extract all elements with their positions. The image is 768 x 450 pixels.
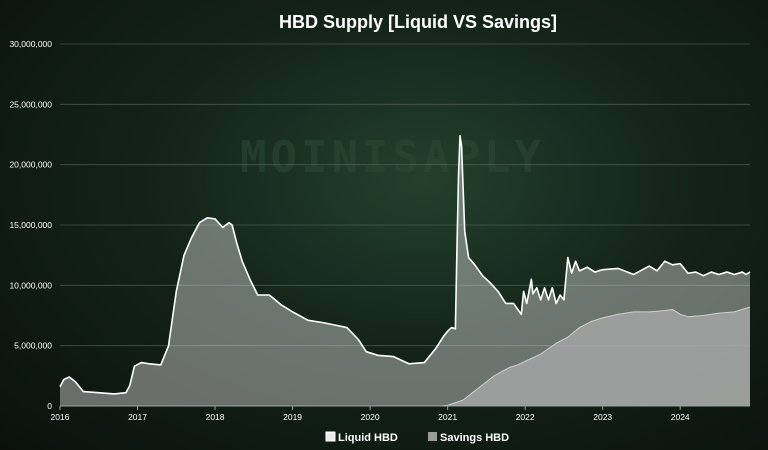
x-tick-label: 2022 [516,412,535,422]
x-tick-label: 2023 [593,412,612,422]
grid-lines [60,43,750,347]
y-tick-label: 5,000,000 [14,341,52,351]
x-tick-label: 2018 [206,412,225,422]
x-tick-label: 2016 [51,412,70,422]
legend-label-savings: Savings HBD [440,432,509,444]
chart-title: HBD Supply [Liquid VS Savings] [279,12,557,32]
y-axis-tick-labels: 0 5,000,000 10,000,000 15,000,000 20,000,000… [9,39,52,411]
x-axis-tick-labels: 2016 2017 2018 2019 2020 2021 2022 2023 2024 [51,406,690,422]
y-tick-label: 30,000,000 [9,39,52,49]
x-tick-label: 2024 [671,412,690,422]
legend-label-liquid: Liquid HBD [338,432,398,444]
legend-swatch-liquid [325,431,336,442]
background-watermark: MOINISAPLY [240,132,545,183]
x-tick-label: 2017 [128,412,147,422]
series-savings-hbd-area [60,307,750,406]
y-tick-label: 10,000,000 [9,280,52,290]
legend: Liquid HBD Savings HBD [325,431,509,444]
legend-swatch-savings [428,432,437,441]
y-tick-label: 25,000,000 [9,99,52,109]
series-liquid-hbd-line [59,134,751,395]
y-tick-label: 0 [47,401,52,411]
y-tick-label: 20,000,000 [9,160,52,170]
series-savings-hbd-line [60,306,751,407]
x-tick-label: 2020 [361,412,380,422]
y-tick-label: 15,000,000 [9,220,52,230]
series-areas [59,134,751,407]
x-tick-label: 2021 [438,412,457,422]
x-tick-label: 2019 [283,412,302,422]
